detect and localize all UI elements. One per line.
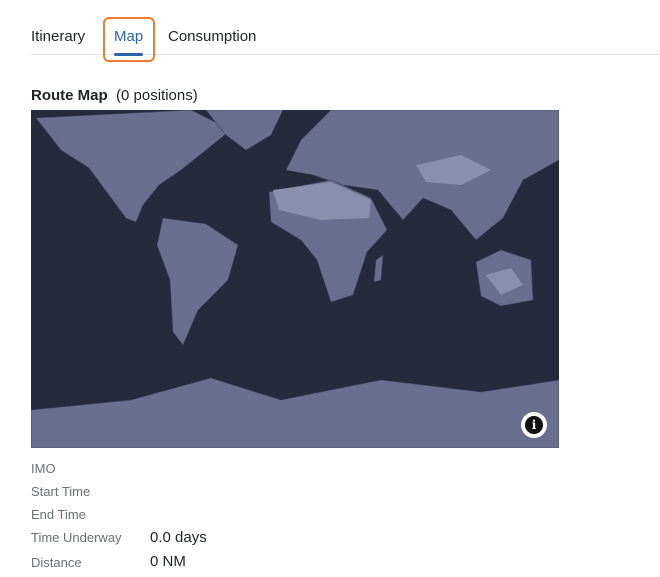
time-underway-label: Time Underway bbox=[31, 530, 122, 545]
info-icon: i bbox=[525, 416, 543, 434]
tab-bar: Itinerary Map Consumption bbox=[31, 20, 660, 56]
tab-map[interactable]: Map bbox=[114, 28, 144, 56]
distance-label: Distance bbox=[31, 555, 82, 570]
antarctica bbox=[30, 377, 560, 449]
north-america bbox=[35, 109, 232, 223]
australia-highlight bbox=[486, 268, 523, 295]
south-america bbox=[156, 217, 239, 346]
tab-map-label: Map bbox=[114, 28, 144, 45]
imo-label: IMO bbox=[31, 461, 56, 476]
world-map bbox=[30, 109, 560, 449]
focus-ring bbox=[103, 17, 155, 62]
sahara-highlight bbox=[273, 182, 371, 220]
tab-itinerary[interactable]: Itinerary bbox=[31, 28, 86, 45]
section-title: Route Map (0 positions) bbox=[31, 87, 198, 104]
distance-value: 0 NM bbox=[150, 553, 186, 570]
madagascar bbox=[373, 254, 384, 283]
active-tab-indicator bbox=[114, 53, 144, 56]
map-info-button[interactable]: i bbox=[521, 412, 547, 438]
greenland bbox=[205, 109, 284, 151]
positions-count: (0 positions) bbox=[116, 87, 198, 104]
tibet-highlight bbox=[416, 155, 491, 185]
start-time-label: Start Time bbox=[31, 484, 91, 499]
route-map[interactable]: i bbox=[30, 109, 560, 449]
tab-consumption[interactable]: Consumption bbox=[168, 28, 257, 45]
time-underway-value: 0.0 days bbox=[150, 529, 207, 546]
route-map-title: Route Map bbox=[31, 87, 108, 104]
end-time-label: End Time bbox=[31, 507, 86, 522]
